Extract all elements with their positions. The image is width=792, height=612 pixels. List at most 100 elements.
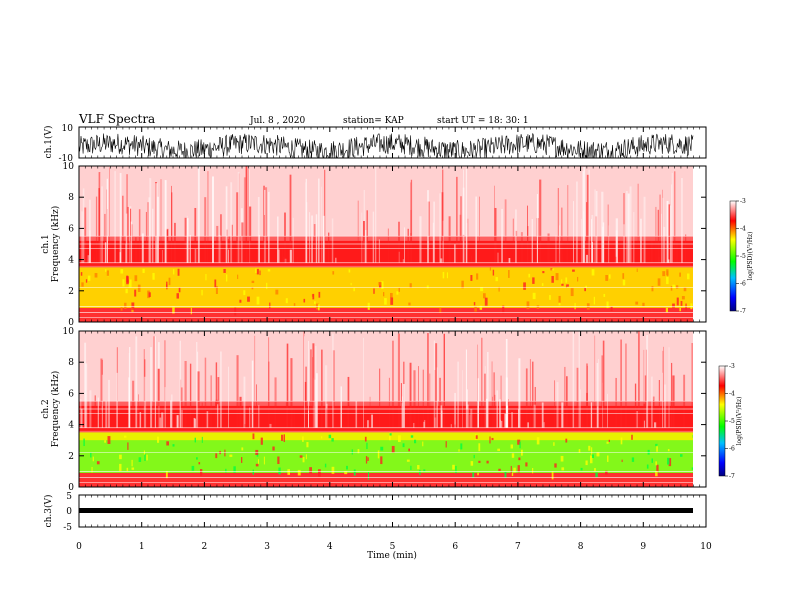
ytick-label: 2: [68, 452, 74, 462]
spectrogram-speckle: [205, 274, 207, 281]
spectrogram-speckle: [662, 271, 666, 277]
spectrogram-streak: [184, 360, 187, 428]
spectrogram-streak: [467, 218, 469, 263]
ch1-spectrogram-image: [79, 166, 706, 322]
spectrogram-streak: [166, 228, 169, 263]
spectrogram-streak: [139, 412, 142, 428]
spectrogram-streak: [601, 191, 604, 263]
spectrogram-streak: [450, 424, 452, 428]
spectrogram-streak: [193, 251, 195, 263]
spectrogram-streak: [492, 396, 493, 428]
spectrogram-streak: [322, 215, 325, 263]
spectrogram-streak: [361, 212, 363, 263]
spectrogram-streak: [263, 251, 264, 263]
spectrogram-streak: [82, 188, 85, 263]
spectrogram-speckle: [508, 270, 510, 278]
spectrogram-streak: [500, 420, 503, 428]
spectrogram-speckle: [621, 459, 623, 463]
spectrogram-speckle: [517, 439, 521, 445]
spectrogram-speckle: [558, 295, 561, 304]
spectrogram-speckle: [596, 452, 600, 457]
spectrogram-streak: [93, 256, 96, 263]
spectrogram-streak: [671, 362, 673, 428]
spectrogram-streak: [189, 363, 192, 428]
spectrogram-streak: [596, 362, 598, 428]
spectrogram-speckle: [134, 275, 138, 282]
spectrogram-speckle: [267, 269, 271, 272]
spectrogram-streak: [487, 352, 489, 428]
spectrogram-speckle: [680, 300, 683, 306]
spectrogram-streak: [104, 213, 106, 263]
spectrogram-streak: [433, 201, 435, 263]
spectrogram-speckle: [309, 467, 312, 474]
spectrogram-speckle: [605, 275, 609, 281]
spectrogram-speckle: [331, 438, 334, 442]
spectrogram-speckle: [390, 292, 393, 298]
spectrogram-streak: [655, 206, 657, 263]
spectrogram-streak: [248, 169, 249, 263]
spectrogram-speckle: [256, 268, 259, 275]
spectrogram-streak: [627, 193, 630, 263]
spectrogram-speckle: [685, 303, 687, 311]
spectrogram-speckle: [214, 279, 217, 288]
spectrogram-speckle: [631, 434, 633, 440]
spectrogram-streak: [122, 195, 124, 263]
ytick-label: 4: [68, 256, 74, 266]
spectrogram-streak: [456, 176, 458, 263]
ch1-spectrogram-panel: 0 2 4 6 8 10 ch.1 Frequency (kHz) -3 -4 -5 -6 -7 …: [41, 162, 754, 328]
spectrogram-speckle: [483, 293, 486, 299]
spectrogram-streak: [281, 246, 284, 263]
spectrogram-streak: [128, 377, 130, 428]
spectrogram-speckle: [595, 472, 598, 478]
spectrogram-streak: [424, 419, 426, 428]
spectrogram-speckle: [166, 281, 168, 287]
ch1-spectrogram-yticks: 0 2 4 6 8 10: [63, 162, 706, 328]
spectrogram-speckle: [191, 465, 195, 471]
spectrogram-streak: [171, 192, 173, 263]
spectrogram-speckle: [173, 269, 175, 275]
spectrogram-speckle: [480, 287, 484, 292]
spectrogram-streak: [651, 376, 653, 428]
spectrogram-low-band: [79, 307, 693, 322]
ch1-ytick-bottom: -10: [59, 154, 74, 164]
spectrogram-speckle: [234, 307, 237, 316]
spectrogram-streak: [144, 246, 146, 263]
spectrogram-streak: [196, 341, 198, 428]
spectrogram-streak: [309, 212, 311, 263]
spectrogram-streak: [138, 394, 139, 428]
spectrogram-streak: [591, 219, 592, 263]
spectrogram-streak: [238, 173, 240, 263]
spectrogram-speckle: [125, 288, 128, 294]
spectrogram-streak: [659, 194, 661, 263]
spectrogram-speckle: [94, 273, 98, 278]
spectrogram-streak: [691, 343, 693, 428]
spectrogram-streak: [85, 363, 88, 428]
spectrogram-streak: [87, 255, 90, 263]
spectrogram-streak: [308, 340, 309, 428]
spectrogram-speckle: [241, 447, 244, 451]
spectrogram-speckle: [142, 268, 145, 274]
spectrogram-speckle: [592, 454, 594, 458]
spectrogram-speckle: [473, 302, 476, 306]
spectrogram-speckle: [302, 436, 304, 442]
spectrogram-streak: [448, 216, 451, 263]
spectrogram-streak: [466, 409, 468, 428]
spectrogram-speckle: [670, 286, 673, 291]
spectrogram-speckle: [223, 268, 226, 273]
ch1-colorbar-gradient: [729, 200, 737, 312]
spectrogram-streak: [623, 193, 625, 263]
spectrogram-streak: [282, 256, 285, 263]
header-date: Jul. 8 , 2020: [249, 116, 305, 126]
spectrogram-streak: [128, 241, 130, 263]
spectrogram-streak: [633, 212, 635, 263]
spectrogram-streak: [162, 250, 163, 263]
spectrogram-speckle: [555, 273, 559, 281]
spectrogram-speckle: [328, 434, 332, 439]
spectrogram-streak: [662, 197, 664, 263]
spectrogram-speckle: [367, 457, 369, 461]
spectrogram-speckle: [353, 287, 355, 292]
spectrogram-streak: [493, 372, 495, 428]
spectrogram-streak: [429, 373, 431, 428]
spectrogram-speckle: [610, 306, 613, 312]
spectrogram-speckle: [241, 457, 243, 463]
